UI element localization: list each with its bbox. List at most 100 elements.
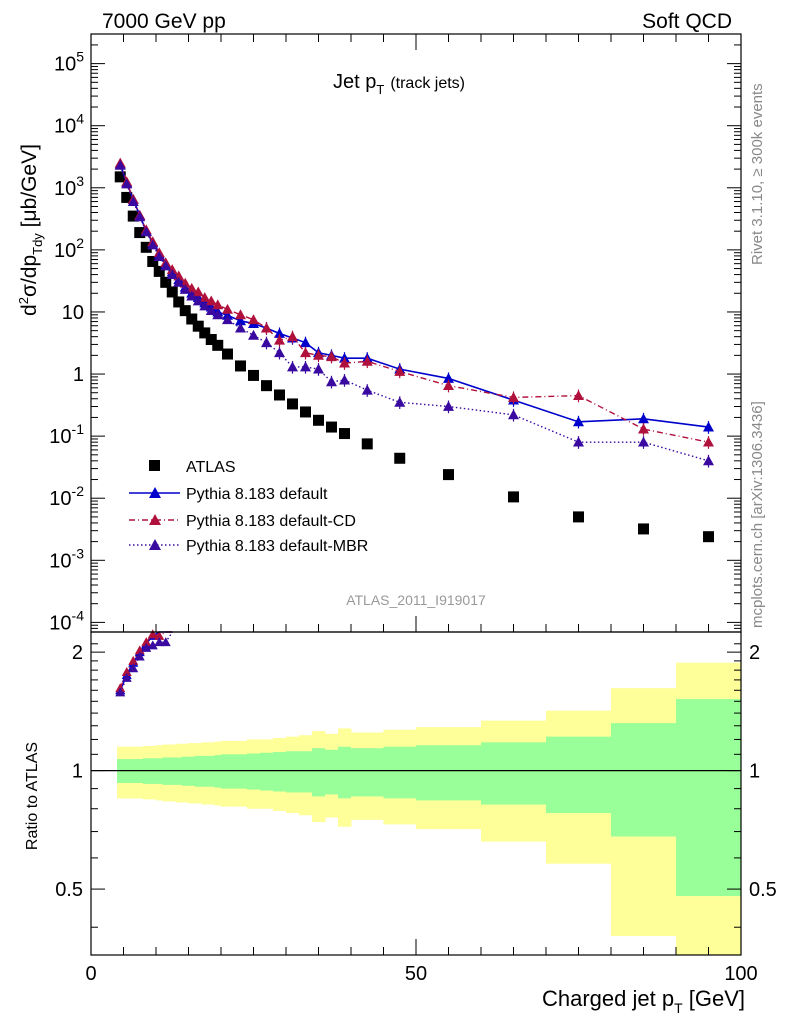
legend-label-default: Pythia 8.183 default [186, 486, 328, 503]
ratio-y-tick-label-right: 1 [749, 761, 760, 783]
mc-line [119, 165, 709, 462]
mc-point [339, 374, 350, 385]
main-y-tick-label: 104 [54, 111, 84, 138]
ratio-point [147, 640, 158, 650]
mc-point [443, 380, 454, 391]
ratio-band-inner [247, 753, 261, 790]
atlas-point [287, 398, 298, 410]
main-y-tick-label: 10-3 [49, 545, 84, 572]
main-panel-series [114, 157, 714, 543]
mc-point [300, 347, 311, 358]
mc-point [235, 309, 246, 320]
ratio-y-tick-label: 2 [72, 642, 83, 664]
ratio-point [128, 655, 139, 665]
mc-point [222, 303, 233, 314]
mc-point [212, 309, 224, 320]
mc-line [119, 162, 709, 443]
ratio-band-inner [260, 752, 274, 791]
mc-point [573, 390, 584, 400]
ratio-band-inner [325, 749, 339, 795]
mc-point [134, 211, 146, 222]
mc-point [160, 260, 172, 271]
header-left: 7000 GeV pp [102, 10, 226, 33]
ratio-band-inner [676, 699, 742, 897]
main-y-tick-label: 10-2 [49, 483, 84, 510]
atlas-point [573, 511, 584, 523]
ratio-band-inner [182, 756, 189, 786]
mc-point [313, 363, 324, 374]
mc-point [300, 337, 311, 348]
main-y-label: d2σ/dpTdy [μb/GeV] [16, 144, 45, 316]
ratio-band-inner [299, 751, 313, 793]
legend-marker-mbr [149, 539, 161, 550]
ratio-point [128, 663, 139, 673]
rivet-label: Rivet 3.1.10, ≥ 300k events [749, 83, 766, 265]
legend-label-atlas: ATLAS [186, 459, 236, 476]
mc-point [443, 401, 454, 411]
mc-point [261, 337, 272, 348]
main-y-tick-label: 10-1 [49, 421, 84, 448]
plot-title-sub: T [376, 82, 384, 97]
main-y-tick-label: 10-4 [49, 607, 84, 634]
mc-point [638, 423, 649, 434]
ratio-band-inner [188, 756, 196, 786]
mc-point [573, 436, 584, 447]
mc-point [199, 300, 211, 311]
header-right: Soft QCD [642, 10, 732, 33]
mc-point [326, 376, 337, 387]
atlas-point [160, 276, 172, 288]
atlas-point [147, 255, 159, 267]
legend-marker-cd [149, 514, 161, 525]
legend-marker-atlas [149, 460, 160, 471]
mc-point [173, 276, 185, 287]
ratio-band-inner [201, 755, 209, 787]
mc-point [394, 365, 406, 376]
legend-label-mbr: Pythia 8.183 default-MBR [186, 538, 368, 555]
ratio-point [134, 651, 145, 661]
atlas-point [638, 523, 649, 535]
mc-point [287, 331, 298, 342]
ratio-y-tick-label: 1 [72, 761, 83, 783]
atlas-point [179, 305, 191, 317]
mc-point [205, 295, 217, 306]
ratio-y-tick-label: 0.5 [55, 879, 83, 901]
mc-point [274, 347, 285, 358]
mc-point [394, 396, 406, 407]
mc-point [274, 327, 285, 338]
mc-point [222, 314, 233, 325]
atlas-point [248, 369, 259, 381]
atlas-point [300, 406, 311, 418]
mc-point [140, 226, 152, 237]
atlas-point [212, 339, 224, 351]
ratio-point [154, 637, 165, 647]
mc-point [261, 322, 272, 333]
plot-title-extra: (track jets) [390, 75, 465, 92]
x-tick-label: 100 [724, 963, 757, 985]
ratio-point [141, 642, 152, 652]
legend: ATLAS Pythia 8.183 default Pythia 8.183 … [129, 459, 368, 555]
atlas-point [192, 320, 204, 332]
legend-marker-default [149, 487, 161, 498]
atlas-point [361, 438, 373, 450]
atlas-point [222, 348, 233, 360]
atlas-point [121, 191, 133, 203]
mc-point [313, 349, 324, 360]
atlas-point [186, 313, 198, 325]
atlas-point [508, 491, 519, 503]
atlas-point [114, 171, 126, 183]
ratio-band-inner [351, 748, 384, 797]
mc-point [248, 329, 259, 340]
atlas-point [153, 265, 165, 277]
ratio-y-label: Ratio to ATLAS [24, 742, 41, 850]
atlas-point [166, 286, 178, 298]
ratio-panel-series [115, 629, 173, 697]
ratio-y-tick-label-right: 2 [749, 642, 760, 664]
mc-point [703, 421, 714, 432]
mc-point [153, 251, 165, 261]
ratio-y-tick-label-right: 0.5 [749, 879, 777, 901]
mc-point [166, 269, 178, 279]
mc-point [361, 384, 373, 395]
atlas-point [703, 531, 714, 543]
ratio-band-inner [214, 755, 222, 788]
